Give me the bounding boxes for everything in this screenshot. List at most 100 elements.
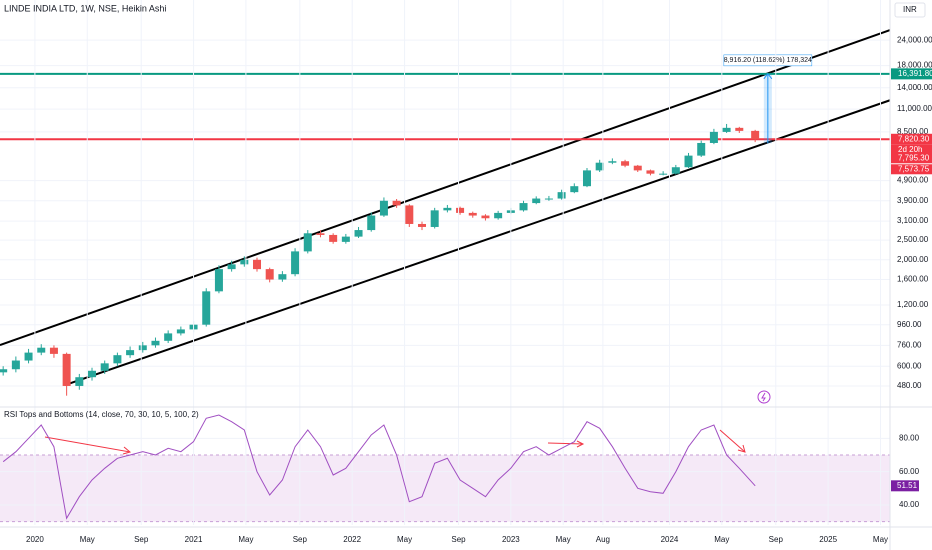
candle-body (595, 162, 604, 171)
candle-body (557, 192, 566, 199)
x-tick-label: Aug (596, 535, 610, 544)
candle-body (113, 355, 122, 364)
candle-body (456, 207, 465, 213)
candle-body (621, 161, 630, 166)
candle-body (303, 233, 312, 252)
rsi-band (0, 455, 890, 522)
divergence-line (719, 429, 746, 453)
y-tick-label: 24,000.00 (897, 35, 932, 44)
arrow-head (737, 444, 746, 453)
countdown-badge (891, 144, 932, 155)
y-tick-label: 960.00 (897, 320, 922, 329)
arrow-head (576, 440, 585, 448)
candle-body (88, 370, 97, 378)
candle-body (633, 165, 642, 171)
candle-body (494, 212, 503, 219)
event-icon-bolt (761, 392, 766, 402)
x-tick-label: Sep (134, 535, 149, 544)
x-tick-label: 2024 (661, 535, 679, 544)
candle-body (519, 203, 528, 211)
candle-body (37, 347, 46, 353)
candle-body (751, 130, 760, 140)
candle-body (481, 215, 490, 219)
candle-body (341, 236, 350, 242)
channel-line (0, 29, 891, 347)
candle-body (671, 167, 680, 174)
y-tick-label: 60.00 (899, 467, 920, 476)
candle-body (176, 329, 185, 334)
candle-body (608, 161, 617, 163)
candle-body (430, 210, 439, 227)
candle-body (214, 269, 223, 292)
rsi-line (2, 414, 756, 520)
candle-body (443, 207, 452, 211)
price-badge (891, 153, 932, 164)
chart-title: LINDE INDIA LTD, 1W, NSE, Heikin Ashi (4, 3, 166, 13)
rsi-title: RSI Tops and Bottoms (14, close, 70, 30,… (4, 410, 199, 419)
x-tick-label: Sep (769, 535, 784, 544)
x-tick-label: Sep (451, 535, 466, 544)
measure-label: 8,916.20 (118.62%) 178,324 (724, 57, 812, 64)
divergence-line (547, 442, 584, 445)
y-tick-label: 18,000.00 (897, 61, 932, 70)
y-tick-label: 480.00 (897, 381, 922, 390)
candle-body (570, 186, 579, 193)
price-badge (891, 164, 932, 175)
measure-label-box (723, 54, 813, 67)
candle-body (75, 377, 84, 386)
candle-body (646, 170, 655, 174)
candle-body (659, 173, 668, 175)
y-tick-label: 8,500.00 (897, 127, 929, 136)
y-tick-label: 80.00 (899, 433, 920, 442)
candle-body (11, 360, 20, 370)
x-tick-label: May (80, 535, 95, 544)
candle-body (367, 215, 376, 231)
candle-body (0, 369, 8, 373)
event-icon[interactable] (757, 390, 771, 404)
x-tick-label: 2020 (26, 535, 44, 544)
y-tick-label: 760.00 (897, 340, 922, 349)
candle-body (24, 352, 33, 361)
candle-body (417, 223, 426, 227)
candle-body (291, 251, 300, 275)
channel-line (64, 99, 891, 386)
plot-layer: 480.00 600.00 760.00 960.00 1,200.00 1,600.00… (0, 0, 932, 525)
currency: INR (903, 5, 917, 14)
candle-body (354, 230, 363, 237)
candle-body (62, 353, 71, 386)
x-tick-label: May (556, 535, 571, 544)
candle-body (227, 264, 236, 270)
candle-body (697, 142, 706, 156)
candle-body (240, 259, 249, 265)
y-tick-label: 2,000.00 (897, 255, 929, 264)
x-tick-label: 2023 (502, 535, 520, 544)
x-tick-label: 2025 (819, 535, 837, 544)
divergence-line (44, 436, 131, 453)
y-tick-label: 3,900.00 (897, 196, 929, 205)
divergence-lines (44, 429, 746, 455)
price-badge-label: 7,573.75 (898, 164, 930, 173)
candle-body (329, 234, 338, 242)
level-label: 7,820.30 (898, 134, 930, 143)
currency-box[interactable] (894, 2, 926, 18)
candle-body (253, 259, 262, 270)
candle-body (100, 363, 109, 371)
level-badge (891, 68, 932, 80)
candle-body (709, 131, 718, 143)
y-tick-label: 2,500.00 (897, 235, 929, 244)
y-tick-label: 40.00 (899, 500, 920, 509)
candle-body (405, 205, 414, 224)
x-tick-label: May (397, 535, 412, 544)
countdown: 2d 20h (898, 145, 922, 154)
candle-body (684, 155, 693, 168)
rsi-last-value: 51.51 (897, 481, 918, 490)
x-tick-label: 2021 (185, 535, 203, 544)
candle-body (544, 198, 553, 200)
candle-body (138, 345, 147, 351)
x-tick-label: May (873, 535, 888, 544)
rsi-badge (891, 480, 919, 492)
y-tick-label: 4,900.00 (897, 176, 929, 185)
candle-body (278, 274, 287, 280)
